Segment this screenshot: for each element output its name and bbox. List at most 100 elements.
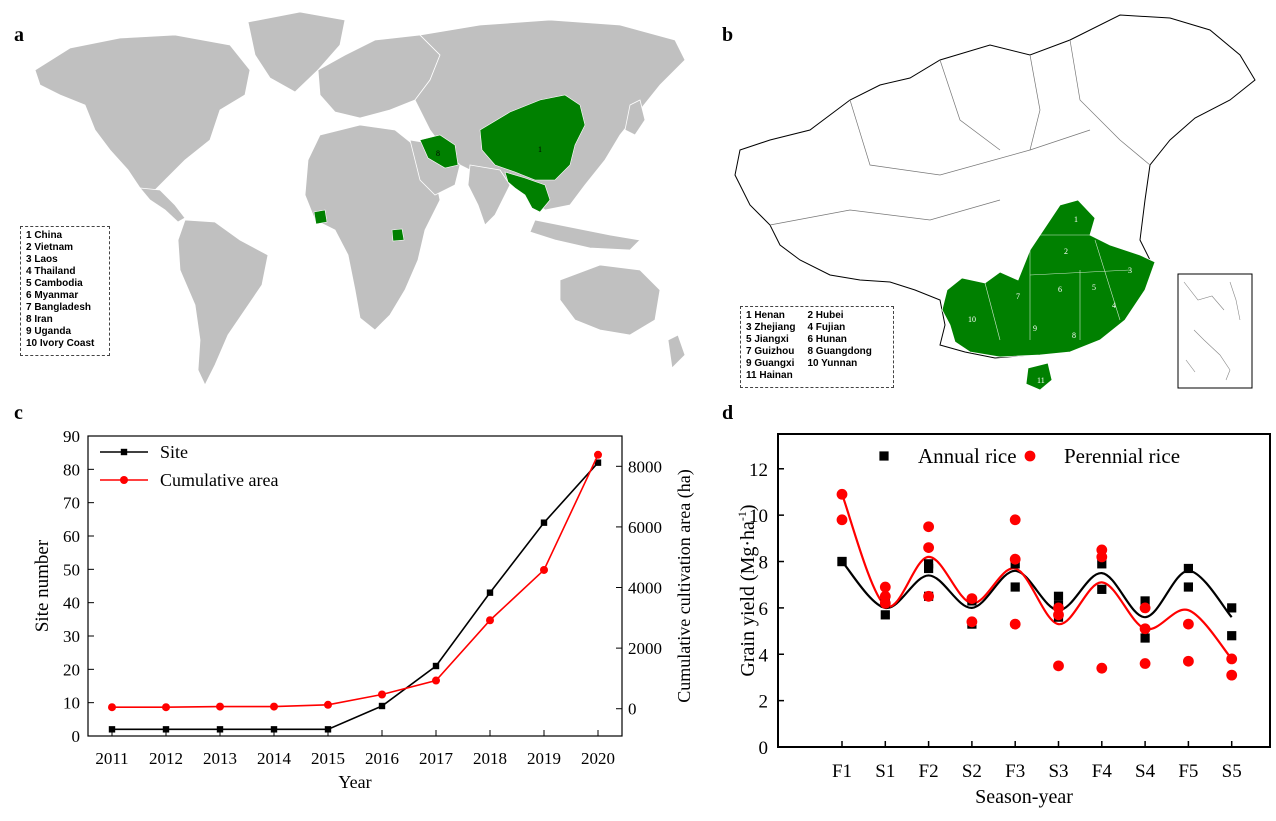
- data-point: [1140, 633, 1150, 643]
- y2-tick-label: 0: [628, 700, 637, 719]
- data-point: [270, 726, 278, 733]
- data-point: [1010, 582, 1020, 592]
- data-point: [594, 459, 602, 466]
- data-point: [540, 519, 548, 526]
- legend-label: Perennial rice: [1064, 444, 1180, 468]
- china-legend-item: 5 Jiangxi: [746, 334, 789, 345]
- y-tick-label: 10: [63, 694, 80, 713]
- china-legend-item: 10 Yunnan: [807, 358, 858, 369]
- province-number-8: 8: [1072, 331, 1076, 340]
- x-tick-label: S1: [875, 761, 895, 782]
- data-point: [432, 662, 440, 670]
- world-legend-item: 10 Ivory Coast: [26, 338, 95, 349]
- data-point: [1009, 618, 1021, 630]
- y-tick-label: 50: [63, 560, 80, 579]
- x-tick-label: 2020: [581, 749, 615, 768]
- data-point: [486, 589, 494, 596]
- data-point: [1139, 623, 1151, 635]
- world-legend-item: 1 China: [26, 230, 63, 241]
- world-legend-item: 2 Vietnam: [26, 242, 74, 253]
- x-tick-label: 2017: [419, 749, 454, 768]
- data-point: [594, 450, 602, 459]
- x-tick-label: 2015: [311, 749, 345, 768]
- y2-tick-label: 6000: [628, 518, 662, 537]
- central-america-shape: [139, 187, 186, 223]
- data-point: [1139, 658, 1151, 669]
- data-point: [924, 559, 934, 569]
- se-asia-highlight: [504, 171, 551, 213]
- chart-c-svg: 0 10 20 30 40 50 60 70 80 90 0 2000 4000 6000 8000 2011…: [32, 427, 695, 792]
- data-point: [1096, 662, 1108, 674]
- province-number-5: 5: [1092, 283, 1096, 292]
- chart-d-xlabel: Season-year: [975, 786, 1073, 808]
- province-number-3: 3: [1128, 266, 1132, 275]
- data-point: [1227, 603, 1237, 613]
- x-tick-label: F4: [1092, 761, 1113, 782]
- x-tick-label: S4: [1135, 761, 1156, 782]
- chart-c-xlabel: Year: [338, 772, 371, 792]
- fit-curve-perennial: [840, 493, 1233, 660]
- china-legend-item: 3 Zhejiang: [746, 322, 796, 333]
- data-point: [108, 726, 116, 733]
- china-legend-col2: 2 Hubei 4 Fujian 6 Hunan 8 Guangdong 10 …: [807, 310, 871, 384]
- x-tick-label: S3: [1048, 761, 1068, 782]
- series-line-cumulative-area: [112, 454, 599, 709]
- province-number-2: 2: [1064, 247, 1068, 256]
- south-china-sea-inset: [1177, 273, 1253, 389]
- data-point: [1053, 609, 1064, 621]
- data-point: [1139, 602, 1151, 614]
- chart-c-ylabel: Site number: [32, 539, 53, 632]
- x-tick-label: F1: [832, 761, 852, 782]
- china-legend: 1 Henan 3 Zhejiang 5 Jiangxi 7 Guizhou 9…: [740, 306, 894, 388]
- data-point: [923, 542, 934, 554]
- data-point: [837, 556, 847, 567]
- china-highlight: [479, 94, 586, 181]
- data-point: [879, 597, 891, 609]
- data-point: [378, 690, 386, 699]
- y-tick-label: 80: [63, 460, 80, 479]
- ivory-coast-highlight: [313, 209, 328, 225]
- data-point: [432, 676, 440, 685]
- data-point: [216, 702, 224, 711]
- data-point: [1227, 631, 1237, 641]
- china-legend-item: 11 Hainan: [746, 370, 793, 381]
- world-legend-item: 9 Uganda: [26, 326, 72, 337]
- data-point: [1183, 655, 1194, 667]
- world-legend-item: 8 Iran: [26, 314, 53, 325]
- y2-tick-label: 4000: [628, 579, 662, 598]
- world-legend-item: 3 Laos: [26, 254, 58, 265]
- province-number-6: 6: [1058, 285, 1062, 294]
- y-tick-label: 0: [759, 738, 769, 759]
- india-shape: [467, 164, 511, 226]
- y-tick-label: 0: [72, 727, 81, 746]
- y-tick-label: 30: [63, 627, 80, 646]
- indonesia-shape: [529, 219, 641, 251]
- legend-label: Cumulative area: [160, 470, 278, 490]
- x-tick-label: 2016: [365, 749, 399, 768]
- x-tick-label: 2018: [473, 749, 507, 768]
- china-legend-item: 7 Guizhou: [746, 346, 795, 357]
- chart-c-y2label: Cumulative cultivation area (ha): [674, 469, 695, 702]
- y-tick-label: 90: [63, 427, 80, 446]
- province-number-4: 4: [1112, 301, 1116, 310]
- data-point: [836, 514, 848, 526]
- legend-label: Annual rice: [918, 444, 1017, 468]
- north-america-shape: [34, 34, 251, 196]
- iran-number-label: 8: [436, 149, 440, 158]
- y-tick-label: 10: [749, 506, 768, 527]
- x-tick-label: 2013: [203, 749, 237, 768]
- china-legend-item: 4 Fujian: [807, 322, 846, 333]
- world-legend-item: 6 Myanmar: [26, 290, 79, 301]
- world-map: 1 8: [34, 11, 686, 386]
- data-point: [966, 593, 978, 605]
- data-point: [162, 703, 170, 712]
- panel-c-letter: c: [14, 402, 23, 424]
- china-legend-item: 8 Guangdong: [807, 346, 872, 357]
- y-tick-label: 4: [759, 645, 769, 666]
- province-number-11: 11: [1037, 376, 1045, 385]
- data-point: [162, 726, 170, 733]
- chart-d-svg: 0 2 4 6 8 10 12 F1 S1 F2 S2 F3 S3 F4 S4 F5 S5 Season-year…: [735, 433, 1271, 808]
- x-tick-label: 2019: [527, 749, 561, 768]
- y-tick-label: 40: [63, 594, 80, 613]
- world-legend: 1 China 2 Vietnam 3 Laos 4 Thailand 5 Ca…: [20, 226, 110, 356]
